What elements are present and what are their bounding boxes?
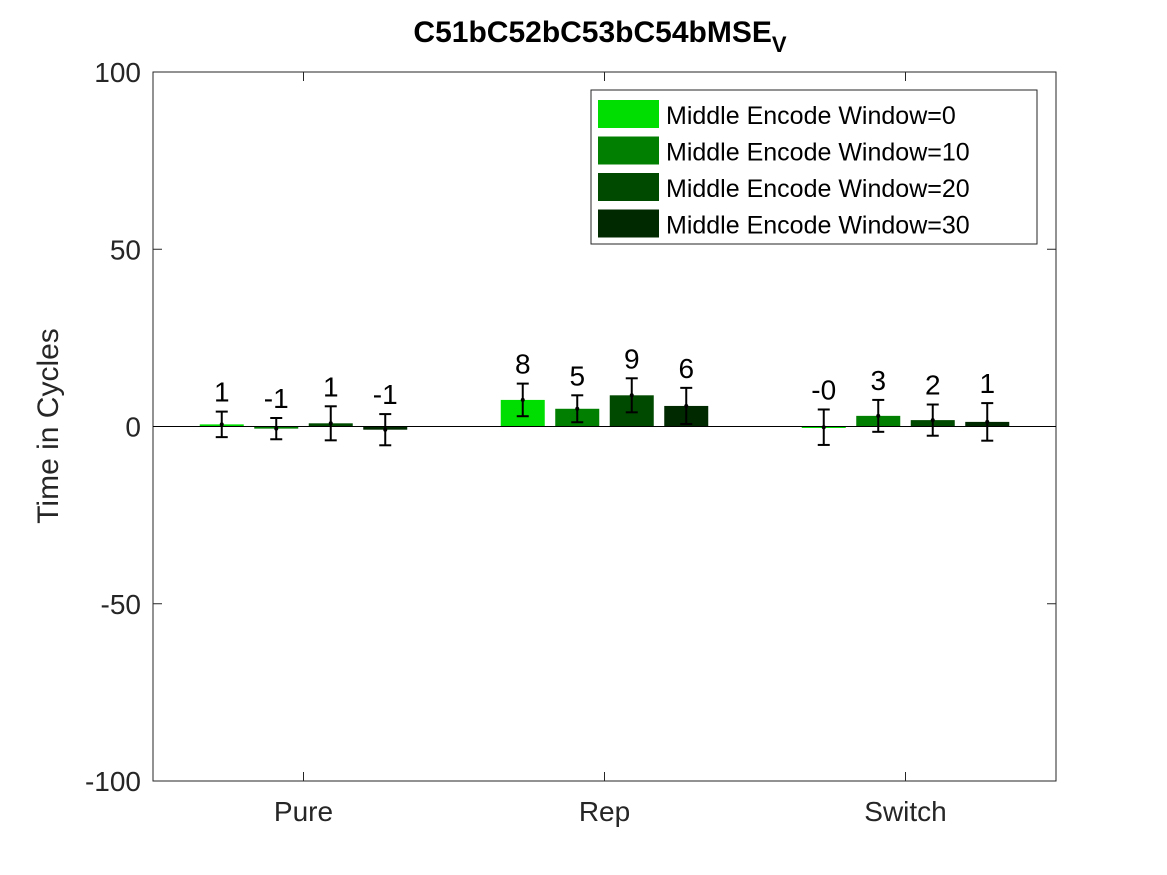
data-label: -1	[373, 379, 398, 410]
chart-title: C51bC52bC53bC54bMSEV	[413, 16, 786, 57]
mean-point	[219, 422, 224, 427]
mean-point	[575, 406, 580, 411]
y-axis-label: Time in Cycles	[32, 328, 65, 524]
data-label: 9	[624, 343, 640, 374]
mean-point	[930, 418, 935, 423]
legend-swatch	[598, 173, 659, 201]
data-label: 2	[925, 370, 941, 401]
data-label: 1	[979, 368, 995, 399]
mean-point	[274, 426, 279, 431]
mean-point	[520, 397, 525, 402]
mean-point	[328, 421, 333, 426]
data-label: 1	[323, 371, 339, 402]
legend-entry: Middle Encode Window=30	[666, 212, 970, 240]
bars: 1 8 -0 -1 5 3 1 9 2 -1 6 1	[153, 343, 1056, 447]
axis-ticks: -100 -50 0 50 100 Pure Rep Switch	[85, 57, 1056, 827]
mean-point	[985, 419, 990, 424]
data-label: 8	[515, 349, 531, 380]
x-tick-label: Pure	[274, 796, 333, 827]
x-tick-label: Rep	[579, 796, 630, 827]
legend-swatch	[598, 100, 659, 128]
data-label: 6	[678, 353, 694, 384]
mean-point	[684, 403, 689, 408]
legend-entry: Middle Encode Window=0	[666, 102, 956, 130]
mean-point	[876, 413, 881, 418]
mean-point	[821, 425, 826, 430]
chart-title-subscript: V	[772, 32, 787, 57]
y-tick-label: -100	[85, 766, 141, 797]
data-label: -1	[264, 383, 289, 414]
data-label: 3	[870, 365, 886, 396]
x-tick-label: Switch	[864, 796, 946, 827]
legend-box	[590, 89, 1038, 245]
legend-swatch	[598, 136, 659, 165]
legend: Middle Encode Window=0 Middle Encode Wind…	[590, 89, 1038, 245]
y-tick-label: 100	[94, 57, 141, 88]
mean-point	[383, 427, 388, 432]
legend-entry: Middle Encode Window=10	[666, 139, 970, 167]
legend-entry: Middle Encode Window=20	[666, 175, 970, 203]
data-label: 5	[569, 360, 585, 391]
data-label: -0	[811, 374, 836, 405]
mean-point	[629, 393, 634, 398]
y-tick-label: 50	[110, 234, 141, 265]
y-tick-label: -50	[101, 589, 141, 620]
legend-swatch	[598, 209, 659, 238]
y-tick-label: 0	[125, 412, 141, 443]
chart-title-main: C51bC52bC53bC54bMSE	[413, 16, 771, 49]
data-label: 1	[214, 377, 230, 408]
